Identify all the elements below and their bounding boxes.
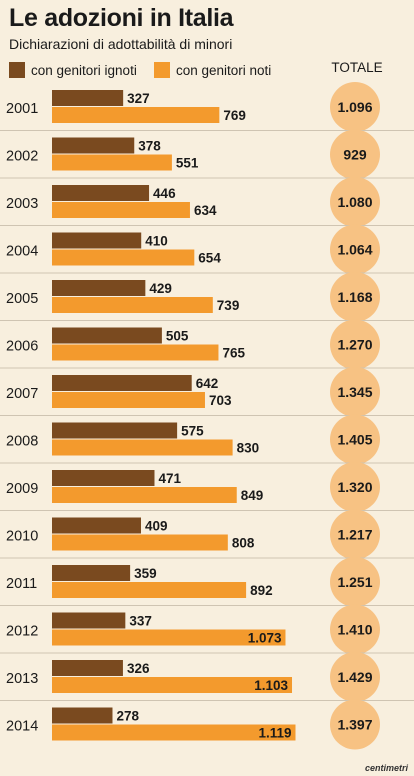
bar-ignoti [52, 708, 112, 724]
bar-noti [52, 345, 218, 361]
credit-logo: centimetri [365, 763, 408, 773]
bar-ignoti [52, 613, 125, 629]
value-label-ignoti: 409 [145, 519, 168, 534]
legend-item-noti: con genitori noti [154, 59, 271, 81]
bar-noti [52, 107, 219, 123]
bar-noti [52, 535, 228, 551]
total-label: 1.168 [337, 289, 372, 305]
year-label: 2008 [6, 434, 38, 450]
chart-subtitle: Dichiarazioni di adottabilità di minori [9, 36, 232, 52]
legend-swatch-ignoti [9, 62, 25, 78]
value-label-ignoti: 326 [127, 661, 150, 676]
year-label: 2006 [6, 339, 38, 355]
value-label-noti: 830 [237, 441, 260, 456]
bar-ignoti [52, 185, 149, 201]
value-label-noti: 849 [241, 488, 264, 503]
year-label: 2003 [6, 196, 38, 212]
bar-noti [52, 487, 237, 503]
bar-chart: 2001 327 769 1.096 2002 378 551 929 2003 446 634 1.… [0, 82, 414, 752]
bar-ignoti [52, 233, 141, 249]
value-label-ignoti: 505 [166, 329, 189, 344]
value-label-ignoti: 378 [138, 139, 161, 154]
total-label: 1.410 [337, 622, 372, 638]
value-label-noti: 769 [223, 108, 246, 123]
year-label: 2005 [6, 291, 38, 307]
bar-ignoti [52, 423, 177, 439]
value-label-ignoti: 575 [181, 424, 204, 439]
total-label: 1.217 [337, 527, 372, 543]
value-label-ignoti: 410 [145, 234, 168, 249]
total-label: 1.429 [337, 669, 372, 685]
value-label-ignoti: 337 [129, 614, 152, 629]
total-label: 1.251 [337, 574, 372, 590]
value-label-noti: 892 [250, 583, 273, 598]
total-label: 929 [343, 147, 367, 163]
year-label: 2012 [6, 624, 38, 640]
year-label: 2011 [6, 576, 37, 592]
value-label-ignoti: 642 [196, 376, 219, 391]
legend-label-noti: con genitori noti [176, 63, 271, 78]
value-label-noti: 739 [217, 298, 240, 313]
year-label: 2002 [6, 149, 38, 165]
bar-ignoti [52, 518, 141, 534]
value-label-noti: 1.103 [254, 678, 288, 693]
value-label-noti: 634 [194, 203, 217, 218]
value-label-noti: 1.073 [248, 631, 282, 646]
value-label-ignoti: 327 [127, 91, 150, 106]
value-label-ignoti: 278 [116, 709, 139, 724]
year-label: 2001 [6, 101, 38, 117]
bar-noti [52, 440, 233, 456]
year-label: 2010 [6, 529, 38, 545]
value-label-ignoti: 429 [149, 281, 172, 296]
bar-ignoti [52, 470, 154, 486]
bar-noti [52, 155, 172, 171]
bar-noti [52, 250, 194, 266]
bar-ignoti [52, 138, 134, 154]
bar-ignoti [52, 565, 130, 581]
total-header: TOTALE [329, 60, 385, 75]
year-label: 2014 [6, 719, 38, 735]
total-label: 1.345 [337, 384, 372, 400]
value-label-noti: 808 [232, 536, 255, 551]
legend-swatch-noti [154, 62, 170, 78]
value-label-noti: 551 [176, 156, 199, 171]
value-label-ignoti: 359 [134, 566, 157, 581]
bar-noti [52, 582, 246, 598]
bar-ignoti [52, 280, 145, 296]
year-label: 2007 [6, 386, 38, 402]
bar-ignoti [52, 90, 123, 106]
total-label: 1.320 [337, 479, 372, 495]
year-label: 2013 [6, 671, 38, 687]
bar-ignoti [52, 375, 192, 391]
total-label: 1.270 [337, 337, 372, 353]
chart-title: Le adozioni in Italia [9, 4, 233, 33]
bar-noti [52, 392, 205, 408]
year-label: 2004 [6, 244, 38, 260]
value-label-ignoti: 446 [153, 186, 176, 201]
total-label: 1.397 [337, 717, 372, 733]
bar-ignoti [52, 660, 123, 676]
bar-ignoti [52, 328, 162, 344]
legend-item-ignoti: con genitori ignoti [9, 59, 137, 81]
total-label: 1.064 [337, 242, 372, 258]
legend-label-ignoti: con genitori ignoti [31, 63, 137, 78]
value-label-noti: 703 [209, 393, 232, 408]
value-label-ignoti: 471 [158, 471, 181, 486]
value-label-noti: 1.119 [258, 726, 291, 741]
year-label: 2009 [6, 481, 38, 497]
value-label-noti: 765 [222, 346, 245, 361]
bar-noti [52, 297, 213, 313]
total-label: 1.096 [337, 99, 372, 115]
value-label-noti: 654 [198, 251, 221, 266]
bar-noti [52, 202, 190, 218]
total-label: 1.405 [337, 432, 372, 448]
total-label: 1.080 [337, 194, 372, 210]
